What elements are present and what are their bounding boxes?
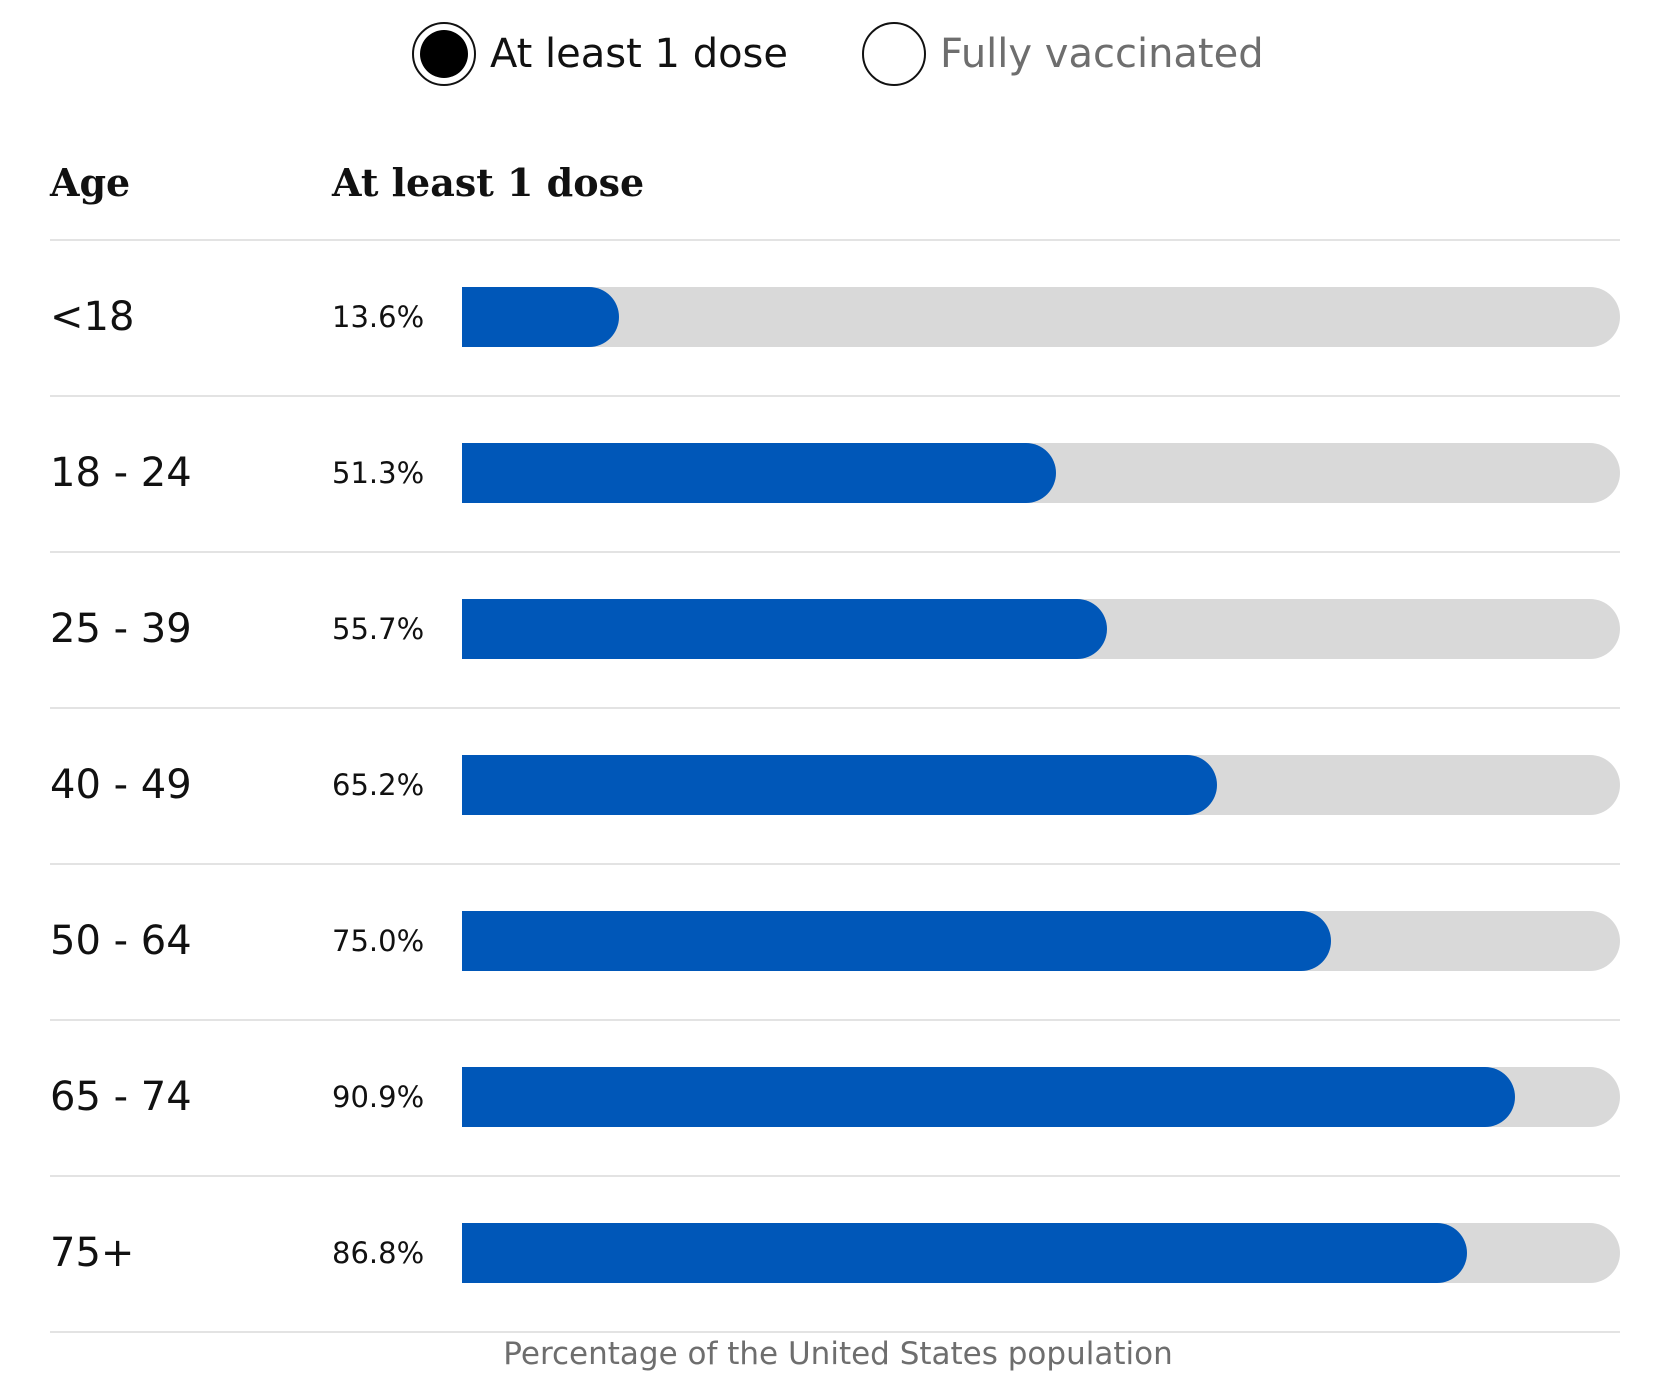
bar-fill xyxy=(462,911,1331,971)
bar-fill xyxy=(462,443,1056,503)
value-label: 65.2% xyxy=(332,768,425,802)
bar-track xyxy=(462,1223,1620,1283)
row-divider xyxy=(50,707,1620,709)
value-label: 13.6% xyxy=(332,300,425,334)
row-divider xyxy=(50,1019,1620,1021)
age-group-label: 25 - 39 xyxy=(50,606,192,652)
row-divider xyxy=(50,1331,1620,1333)
bar-track xyxy=(462,443,1620,503)
bar-track xyxy=(462,287,1620,347)
value-label: 90.9% xyxy=(332,1080,425,1114)
chart-row: 65 - 74 90.9% xyxy=(0,1019,1676,1175)
bar-track xyxy=(462,911,1620,971)
metric-column-header: At least 1 dose xyxy=(332,160,645,205)
radio-unselected-icon[interactable] xyxy=(862,22,926,86)
age-group-label: 75+ xyxy=(50,1230,135,1276)
bar-fill xyxy=(462,287,619,347)
toggle-at-least-one-dose[interactable]: At least 1 dose xyxy=(412,20,788,88)
row-divider xyxy=(50,395,1620,397)
bar-fill xyxy=(462,1223,1467,1283)
x-axis-label: Percentage of the United States populati… xyxy=(503,1336,1173,1372)
bar-fill xyxy=(462,1067,1515,1127)
bar-fill xyxy=(462,755,1217,815)
chart-row: <18 13.6% xyxy=(0,239,1676,395)
value-label: 51.3% xyxy=(332,456,425,490)
chart-row: 18 - 24 51.3% xyxy=(0,395,1676,551)
row-divider xyxy=(50,551,1620,553)
chart-row: 75+ 86.8% xyxy=(0,1175,1676,1331)
age-group-label: 18 - 24 xyxy=(50,450,192,496)
age-group-label: 40 - 49 xyxy=(50,762,192,808)
row-divider xyxy=(50,239,1620,241)
age-group-label: 65 - 74 xyxy=(50,1074,192,1120)
age-group-label: <18 xyxy=(50,294,135,340)
bar-track xyxy=(462,755,1620,815)
row-divider xyxy=(50,863,1620,865)
bar-fill xyxy=(462,599,1107,659)
radio-selected-icon[interactable] xyxy=(412,22,476,86)
dose-toggle-group: At least 1 dose Fully vaccinated xyxy=(0,20,1676,92)
bar-track xyxy=(462,1067,1620,1127)
row-divider xyxy=(50,1175,1620,1177)
toggle-fully-vaccinated[interactable]: Fully vaccinated xyxy=(862,20,1264,88)
chart-row: 40 - 49 65.2% xyxy=(0,707,1676,863)
age-column-header: Age xyxy=(50,160,131,205)
chart-row: 25 - 39 55.7% xyxy=(0,551,1676,707)
toggle-label-dose: At least 1 dose xyxy=(490,31,789,77)
toggle-label-full: Fully vaccinated xyxy=(940,31,1264,77)
chart-row: 50 - 64 75.0% xyxy=(0,863,1676,1019)
age-group-label: 50 - 64 xyxy=(50,918,192,964)
value-label: 75.0% xyxy=(332,924,425,958)
value-label: 86.8% xyxy=(332,1236,425,1270)
value-label: 55.7% xyxy=(332,612,425,646)
bar-track xyxy=(462,599,1620,659)
